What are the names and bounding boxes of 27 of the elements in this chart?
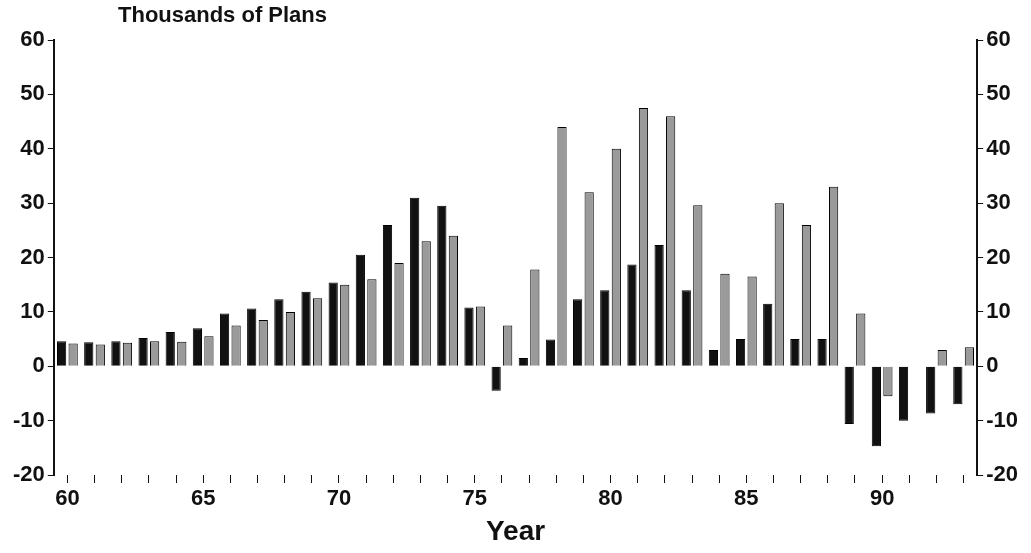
y-tick-label: 40 [20, 134, 45, 160]
y-tick-label: 0 [32, 352, 45, 378]
x-tick-label: 75 [462, 485, 487, 511]
y2-tick-label: 0 [986, 352, 999, 378]
y2-tick-label: 20 [986, 243, 1011, 269]
y-tick-label: 20 [20, 243, 45, 269]
y2-tick-label: 50 [986, 80, 1011, 106]
y2-tick-label: 60 [986, 26, 1011, 52]
y-tick-label: -10 [13, 406, 45, 432]
y2-tick-label: -10 [986, 406, 1018, 432]
x-tick-label: 80 [598, 485, 623, 511]
y2-tick-label: 40 [986, 134, 1011, 160]
y-tick-label: 10 [20, 297, 45, 323]
x-tick-label: 90 [869, 485, 895, 511]
y-tick-label: -20 [13, 461, 45, 487]
x-tick-label: 70 [326, 485, 352, 511]
y-tick-label: 50 [20, 80, 45, 106]
x-axis-title: Year [485, 514, 546, 546]
x-tick-label: 65 [190, 485, 216, 511]
y-tick-label: 30 [20, 189, 45, 215]
y2-tick-label: 10 [986, 297, 1011, 323]
y2-tick-label: -20 [986, 461, 1018, 487]
y-axis-title: Thousands of Plans [118, 2, 328, 28]
y-tick-label: 60 [20, 26, 45, 52]
x-tick-label: 85 [734, 485, 759, 511]
y2-tick-label: 30 [986, 189, 1011, 215]
x-tick-label: 60 [55, 485, 80, 511]
